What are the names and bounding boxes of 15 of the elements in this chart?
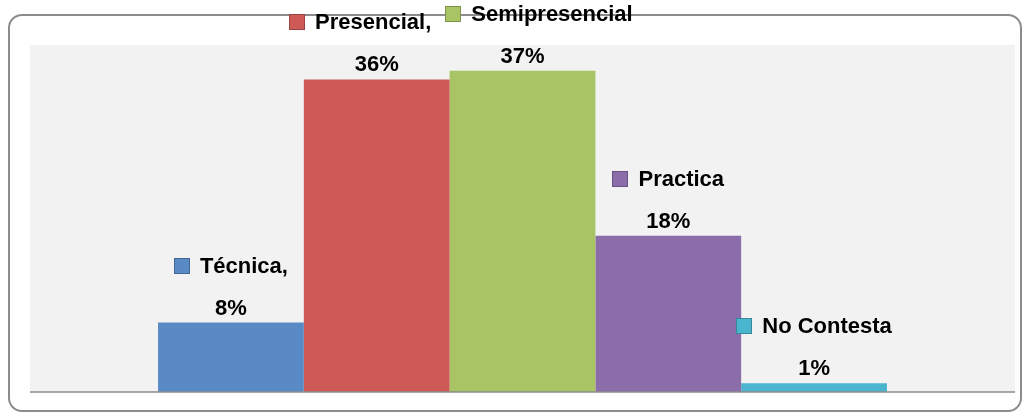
legend-label: Semipresencial <box>471 0 633 27</box>
bar <box>303 79 450 392</box>
data-label: 1% <box>798 355 830 381</box>
data-label: 37% <box>500 42 545 68</box>
legend-label: No Contesta <box>762 313 892 340</box>
data-label: 36% <box>354 51 399 77</box>
legend-label: Presencial, <box>315 9 432 36</box>
data-label: 8% <box>215 294 247 320</box>
bar <box>158 322 304 392</box>
bar <box>449 70 596 392</box>
legend-label: Técnica, <box>199 252 288 279</box>
legend-label: Practica <box>638 165 725 192</box>
data-label: 18% <box>646 207 691 233</box>
bar <box>741 383 887 392</box>
bar <box>595 235 742 392</box>
